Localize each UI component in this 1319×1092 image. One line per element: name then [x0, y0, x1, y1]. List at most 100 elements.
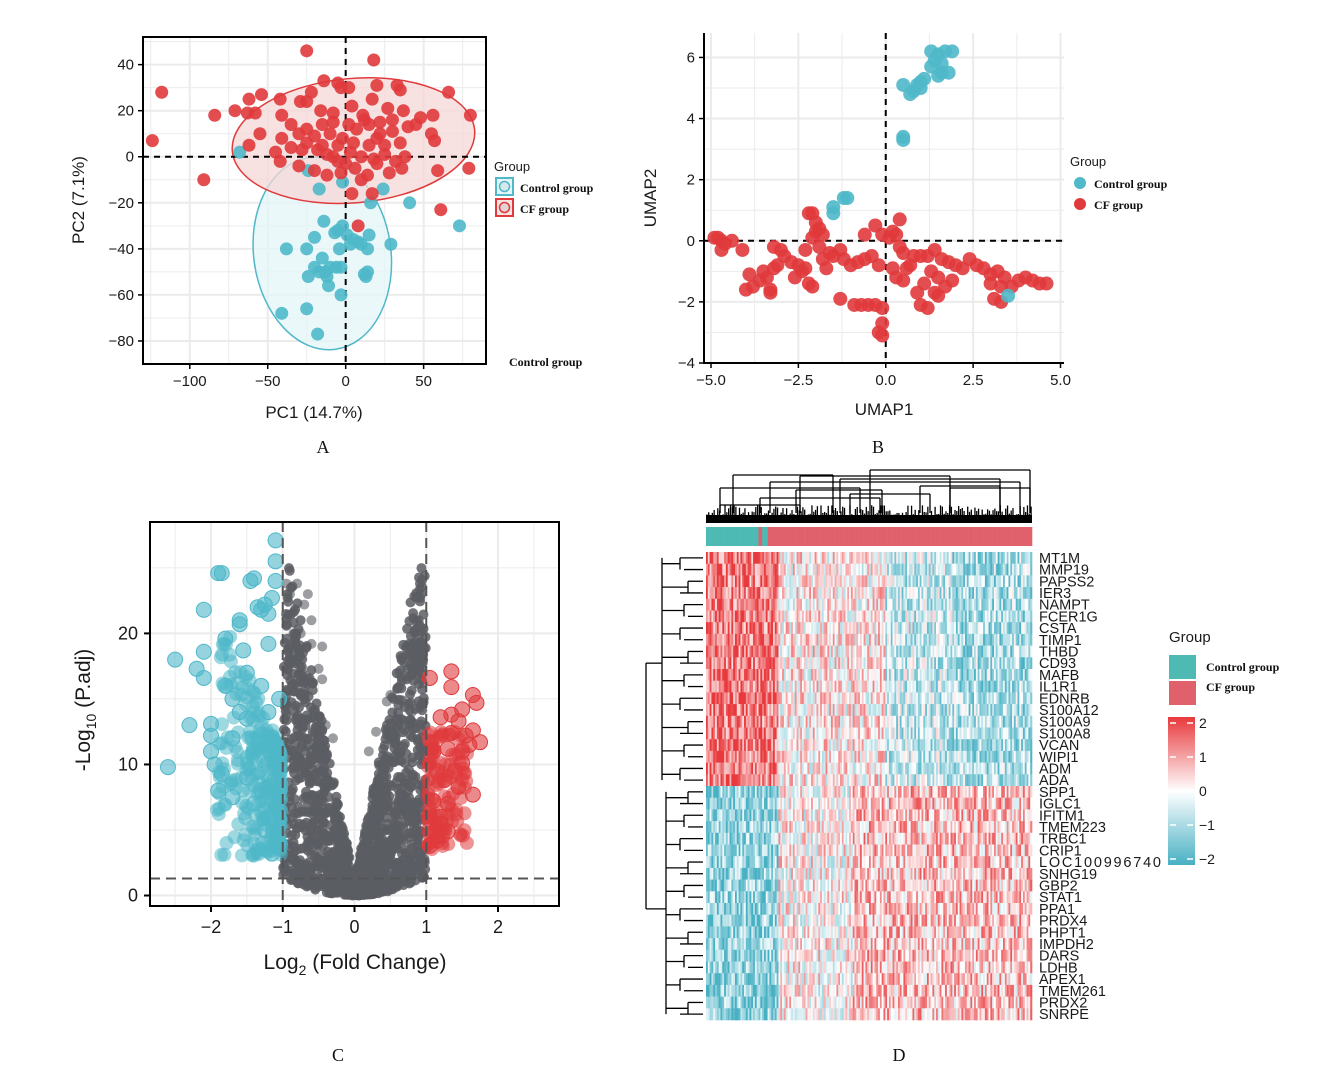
- heatmap-cell: [830, 657, 834, 670]
- heatmap-cell: [865, 622, 868, 635]
- point-not-significant: [311, 722, 322, 733]
- heatmap-cell: [966, 633, 969, 646]
- heatmap-cell: [754, 633, 758, 646]
- heatmap-cell: [776, 680, 779, 693]
- point-down-regulated: [213, 765, 230, 782]
- heatmap-cell: [925, 645, 928, 658]
- heatmap-cell: [899, 598, 902, 611]
- heatmap-cell: [897, 680, 901, 693]
- annotation-cf: [1004, 527, 1007, 546]
- heatmap-cell: [801, 575, 805, 588]
- heatmap-cell: [963, 657, 966, 670]
- heatmap-cell: [722, 680, 725, 693]
- heatmap-cell: [948, 575, 951, 588]
- heatmap-cell: [887, 575, 890, 588]
- heatmap-cell: [923, 587, 926, 600]
- heatmap-cell: [1012, 575, 1015, 588]
- heatmap-cell: [722, 563, 725, 576]
- heatmap-cell: [729, 610, 732, 623]
- heatmap-cell: [715, 657, 718, 670]
- heatmap-cell: [897, 598, 901, 611]
- annotation-cf: [986, 527, 989, 546]
- heatmap-cell: [997, 552, 1000, 564]
- heatmap-cell: [952, 680, 955, 693]
- heatmap-cell: [926, 669, 930, 681]
- heatmap-cell: [874, 598, 877, 611]
- y-label-base: -Log: [72, 729, 95, 771]
- heatmap-cell: [840, 645, 843, 658]
- heatmap-cell: [840, 680, 843, 693]
- heatmap-cell: [896, 563, 899, 576]
- heatmap-cell: [964, 680, 968, 693]
- point-up-regulated: [443, 725, 460, 742]
- heatmap-cell: [734, 692, 738, 705]
- heatmap-cell: [818, 645, 821, 658]
- heatmap-cell: [934, 552, 937, 564]
- heatmap-cell: [887, 657, 890, 670]
- heatmap-cell: [791, 633, 794, 646]
- heatmap-cell: [838, 552, 841, 564]
- heatmap-cell: [1015, 598, 1018, 611]
- heatmap-cell: [801, 563, 805, 576]
- heatmap-cell: [751, 563, 754, 576]
- heatmap-cell: [869, 657, 872, 670]
- heatmap-cell: [910, 610, 913, 623]
- heatmap-cell: [939, 633, 942, 646]
- annotation-cf: [955, 527, 959, 546]
- point-control: [279, 242, 293, 256]
- heatmap-cell: [964, 575, 968, 588]
- heatmap-cell: [733, 669, 736, 681]
- heatmap-cell: [785, 575, 788, 588]
- heatmap-cell: [767, 575, 770, 588]
- heatmap-cell: [849, 657, 852, 670]
- heatmap-cell: [849, 669, 852, 681]
- heatmap-cell: [919, 669, 922, 681]
- heatmap-cell: [912, 563, 915, 576]
- heatmap-cell: [778, 680, 781, 693]
- heatmap-cell: [720, 692, 723, 705]
- heatmap-cell: [992, 552, 995, 564]
- heatmap-cell: [961, 657, 964, 670]
- heatmap-cell: [745, 622, 748, 635]
- heatmap-cell: [988, 610, 991, 623]
- heatmap-cell: [928, 633, 931, 646]
- point-down-regulated: [271, 690, 288, 707]
- heatmap-cell: [724, 610, 727, 623]
- heatmap-cell: [716, 575, 719, 588]
- heatmap-cell: [1006, 575, 1009, 588]
- annotation-cf: [787, 527, 790, 546]
- x-tick-label: 1: [421, 917, 431, 937]
- heatmap-cell: [773, 680, 776, 693]
- heatmap-cell: [814, 622, 817, 635]
- annotation-cf: [820, 527, 823, 546]
- point-not-significant: [339, 828, 350, 839]
- annotation-control: [753, 527, 756, 546]
- heatmap-cell: [771, 622, 774, 635]
- heatmap-cell: [762, 598, 765, 611]
- heatmap-cell: [923, 657, 926, 670]
- heatmap-cell: [910, 657, 913, 670]
- heatmap-cell: [836, 633, 839, 646]
- heatmap-cell: [709, 692, 712, 705]
- heatmap-cell: [1030, 622, 1033, 635]
- heatmap-cell: [765, 669, 768, 681]
- annotation-cf: [894, 527, 897, 546]
- heatmap-cell: [984, 680, 988, 693]
- heatmap-cell: [825, 587, 828, 600]
- heatmap-cell: [716, 680, 719, 693]
- heatmap-cell: [733, 575, 736, 588]
- heatmap-cell: [1019, 563, 1022, 576]
- heatmap-cell: [1019, 610, 1022, 623]
- heatmap-cell: [776, 669, 779, 681]
- heatmap-cell: [1012, 622, 1015, 635]
- point-control: [332, 242, 346, 256]
- panel-label-b: B: [872, 437, 884, 457]
- panel-label-c: C: [332, 1045, 344, 1065]
- heatmap-cell: [727, 680, 730, 693]
- heatmap-cell: [1004, 610, 1007, 623]
- point-cf: [393, 83, 407, 97]
- heatmap-cell: [995, 633, 998, 646]
- heatmap-cell: [954, 575, 957, 588]
- heatmap-cell: [811, 575, 814, 588]
- heatmap-cell: [849, 587, 852, 600]
